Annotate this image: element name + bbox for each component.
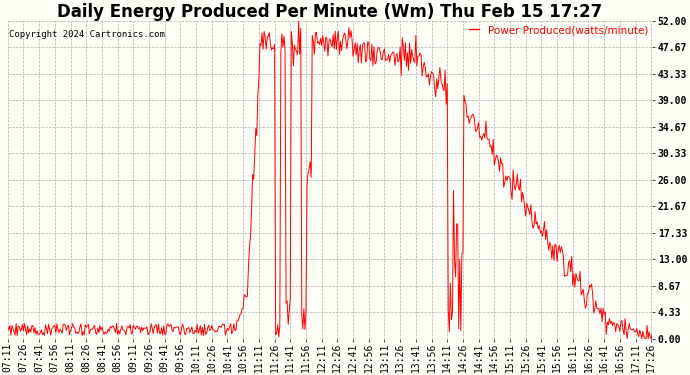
Text: Copyright 2024 Cartronics.com: Copyright 2024 Cartronics.com	[9, 30, 165, 39]
Title: Daily Energy Produced Per Minute (Wm) Thu Feb 15 17:27: Daily Energy Produced Per Minute (Wm) Th…	[57, 3, 602, 21]
Legend: Power Produced(watts/minute): Power Produced(watts/minute)	[465, 21, 652, 39]
